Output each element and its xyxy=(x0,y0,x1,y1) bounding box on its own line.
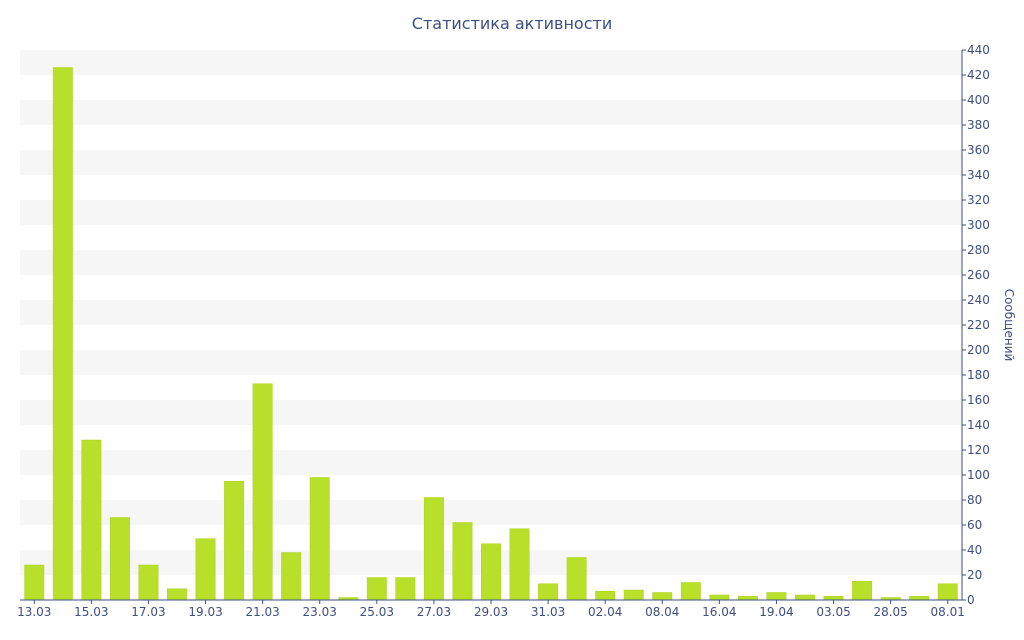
grid-band xyxy=(20,350,962,375)
y-tick-label: 40 xyxy=(967,543,982,557)
y-tick-label: 300 xyxy=(967,218,990,232)
x-tick-label: 25.03 xyxy=(360,605,394,619)
bar-28.03[interactable] xyxy=(452,522,473,601)
y-tick-label: 180 xyxy=(967,368,990,382)
y-axis-title: Сообщений xyxy=(1002,289,1016,362)
bar-20.03[interactable] xyxy=(224,481,245,601)
y-tick-label: 360 xyxy=(967,143,990,157)
x-tick-label: 13.03 xyxy=(17,605,51,619)
bar-20.04[interactable] xyxy=(795,594,815,601)
bars xyxy=(24,67,958,601)
y-tick-label: 80 xyxy=(967,493,982,507)
y-tick-label: 440 xyxy=(967,43,990,57)
x-tick-label: 08.01 xyxy=(931,605,965,619)
bar-02.04[interactable] xyxy=(595,591,616,601)
y-tick-label: 140 xyxy=(967,418,990,432)
bar-27.03[interactable] xyxy=(423,497,444,601)
grid-band xyxy=(20,450,962,475)
x-tick-label: 31.03 xyxy=(531,605,565,619)
bar-31.03[interactable] xyxy=(538,583,559,601)
grid-band xyxy=(20,500,962,525)
x-tick-label: 28.05 xyxy=(873,605,907,619)
y-tick-label: 100 xyxy=(967,468,990,482)
x-tick-label: 17.03 xyxy=(131,605,165,619)
bar-08.01[interactable] xyxy=(937,583,958,601)
grid-bands xyxy=(20,50,962,575)
bar-01.04[interactable] xyxy=(566,557,587,601)
x-tick-label: 03.05 xyxy=(816,605,850,619)
bar-23.03[interactable] xyxy=(309,477,330,601)
bar-17.04[interactable] xyxy=(737,596,758,601)
bar-04.05[interactable] xyxy=(852,581,873,601)
bar-18.03[interactable] xyxy=(167,588,187,601)
bar-19.03[interactable] xyxy=(195,538,216,601)
x-tick-label: 21.03 xyxy=(245,605,279,619)
bar-09.04[interactable] xyxy=(680,582,701,601)
grid-band xyxy=(20,400,962,425)
y-tick-label: 400 xyxy=(967,93,990,107)
grid-band xyxy=(20,250,962,275)
y-tick-label: 20 xyxy=(967,568,982,582)
grid-band xyxy=(20,200,962,225)
x-tick-label: 15.03 xyxy=(74,605,108,619)
axes: 13.03 15.03 17.03 19.03 21.03 23.03 25.03 27.03… xyxy=(17,43,1016,619)
bar-29.05[interactable] xyxy=(909,596,930,601)
bar-16.03[interactable] xyxy=(109,517,130,601)
bar-22.03[interactable] xyxy=(281,552,302,601)
bar-16.04[interactable] xyxy=(709,594,730,601)
bar-03.05[interactable] xyxy=(823,596,844,601)
x-tick-label: 23.03 xyxy=(303,605,337,619)
x-tick-label: 19.03 xyxy=(188,605,222,619)
bar-30.03[interactable] xyxy=(509,528,530,601)
y-tick-label: 160 xyxy=(967,393,990,407)
bar-13.03[interactable] xyxy=(24,564,45,601)
y-tick-label: 200 xyxy=(967,343,990,357)
chart-title: Статистика активности xyxy=(411,14,613,33)
y-tick-label: 0 xyxy=(967,593,975,607)
y-tick-label: 120 xyxy=(967,443,990,457)
y-tick-label: 280 xyxy=(967,243,990,257)
grid-band xyxy=(20,150,962,175)
y-tick-label: 340 xyxy=(967,168,990,182)
bar-26.03[interactable] xyxy=(395,577,416,601)
bar-14.03[interactable] xyxy=(52,67,73,601)
y-tick-label: 60 xyxy=(967,518,982,532)
y-tick-label: 260 xyxy=(967,268,990,282)
y-tick-label: 240 xyxy=(967,293,990,307)
grid-band xyxy=(20,50,962,75)
y-tick-label: 420 xyxy=(967,68,990,82)
x-tick-label: 16.04 xyxy=(702,605,736,619)
y-tick-label: 220 xyxy=(967,318,990,332)
x-tick-label: 02.04 xyxy=(588,605,622,619)
grid-band xyxy=(20,100,962,125)
bar-08.04[interactable] xyxy=(652,592,673,601)
bar-17.03[interactable] xyxy=(138,564,159,601)
bar-29.03[interactable] xyxy=(481,543,501,601)
bar-19.04[interactable] xyxy=(766,592,787,601)
x-tick-label: 08.04 xyxy=(645,605,679,619)
x-tick-label: 19.04 xyxy=(759,605,793,619)
bar-15.03[interactable] xyxy=(81,439,102,601)
grid-band xyxy=(20,300,962,325)
x-tick-label: 27.03 xyxy=(417,605,451,619)
bar-03.04[interactable] xyxy=(623,589,644,601)
y-tick-label: 320 xyxy=(967,193,990,207)
bar-21.03[interactable] xyxy=(252,383,273,601)
x-tick-label: 29.03 xyxy=(474,605,508,619)
bar-25.03[interactable] xyxy=(366,577,387,601)
y-tick-label: 380 xyxy=(967,118,990,132)
